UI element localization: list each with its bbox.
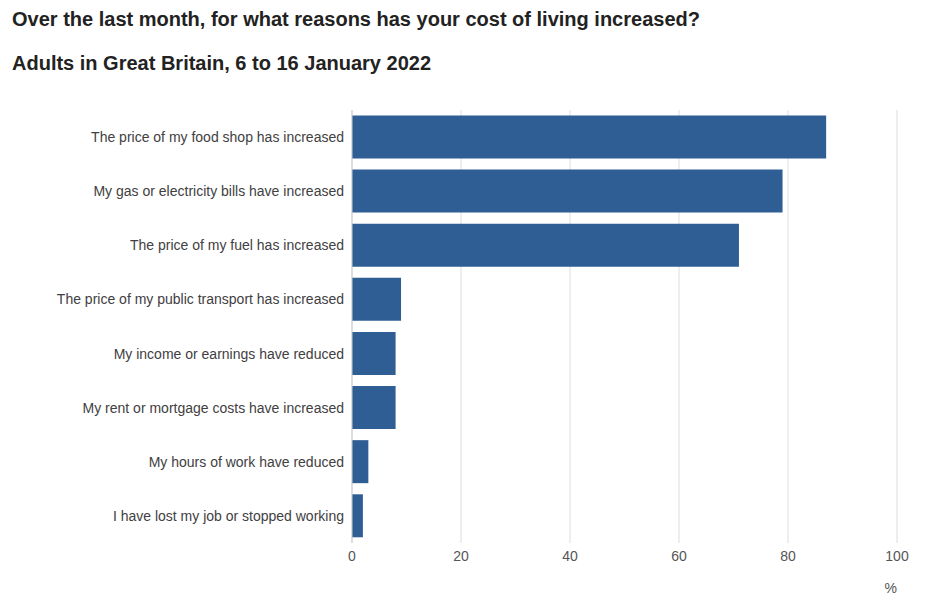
svg-text:My hours of work have reduced: My hours of work have reduced xyxy=(149,454,344,470)
svg-text:I have lost my job or stopped: I have lost my job or stopped working xyxy=(113,508,344,524)
svg-text:20: 20 xyxy=(453,548,469,564)
html-text:Over the last month, for what: Over the last month, for what reasons ha… xyxy=(12,8,700,30)
svg-text:40: 40 xyxy=(562,548,578,564)
svg-text:The price of my public transpo: The price of my public transport has inc… xyxy=(57,291,344,307)
svg-text:%: % xyxy=(885,580,897,596)
svg-text:100: 100 xyxy=(885,548,909,564)
svg-text:My income or earnings have red: My income or earnings have reduced xyxy=(114,346,344,362)
svg-text:My rent or mortgage costs have: My rent or mortgage costs have increased xyxy=(83,400,344,416)
svg-text:80: 80 xyxy=(780,548,796,564)
svg-text:The price of my food shop has: The price of my food shop has increased xyxy=(91,129,344,145)
svg-text:0: 0 xyxy=(348,548,356,564)
html-text:Adults in Great Britain, 6 to: Adults in Great Britain, 6 to 16 January… xyxy=(12,52,431,74)
svg-text:My gas or electricity bills ha: My gas or electricity bills have increas… xyxy=(93,183,344,199)
svg-text:The price of my fuel has incre: The price of my fuel has increased xyxy=(130,237,344,253)
svg-text:60: 60 xyxy=(671,548,687,564)
